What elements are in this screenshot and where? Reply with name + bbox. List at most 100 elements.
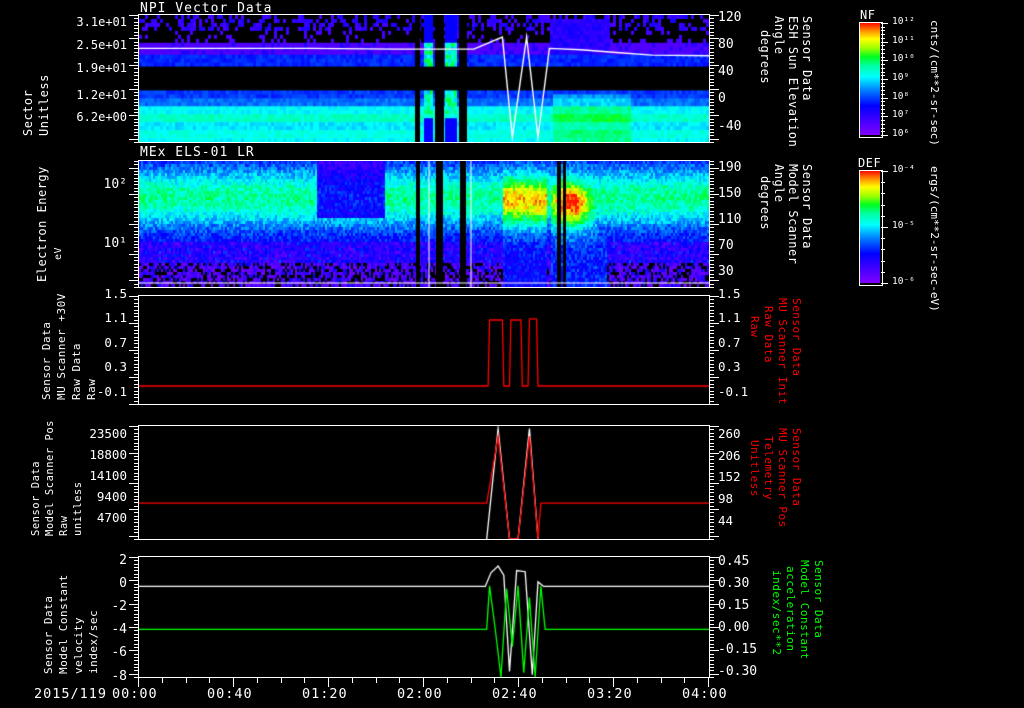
panel-3-right-ticks xyxy=(710,295,719,405)
panel-3-right-axis-title-3: Raw xyxy=(748,316,761,402)
panel-5-right-axis-title-1: Model Constant xyxy=(798,560,811,676)
colorbar-tick-label: 10¹² xyxy=(892,16,915,27)
colorbar-tick-label: 10⁻⁶ xyxy=(892,276,915,287)
axis-tick-label: 0.7 xyxy=(104,334,127,350)
panel-3-left-ticks xyxy=(129,295,138,405)
axis-tick-label: 1.1 xyxy=(718,310,741,326)
axis-tick-label: -0.1 xyxy=(718,383,749,399)
panel-5-right-axis-title-3: index/sec**2 xyxy=(770,570,783,676)
panel-els-left-axis-unit: eV xyxy=(52,190,65,260)
axis-unit-line: eV xyxy=(53,246,64,260)
colorbar-tick-label: 10⁻⁴ xyxy=(892,164,915,175)
axis-tick-label: 80 xyxy=(718,37,734,53)
axis-title-line: acceleration xyxy=(784,566,797,652)
x-tick-label: 02:40 xyxy=(492,686,538,702)
panel-4-left-axis-title-0: Sensor Data xyxy=(30,432,43,536)
panel-3-left-axis-title-2: Raw Data xyxy=(70,310,83,400)
panel-4-right-axis-title-3: Unitless xyxy=(748,440,761,538)
axis-tick-label: 1.9e+01 xyxy=(76,60,127,75)
panel-els-right-ticks xyxy=(710,160,719,288)
colorbar-tick-label: 10⁶ xyxy=(892,128,910,139)
axis-tick-label: 6.2e+00 xyxy=(76,110,127,125)
axis-unit-line: Raw xyxy=(748,316,761,338)
axis-tick-label: 0.15 xyxy=(718,597,750,613)
panel-npi-right-ticks xyxy=(710,14,719,143)
axis-tick-label: 120 xyxy=(718,9,742,25)
axis-tick-label: 0.00 xyxy=(718,619,750,635)
axis-title-line: Angle xyxy=(772,164,786,203)
axis-tick-label: 10¹ xyxy=(103,236,127,252)
panel-npi-right-axis-title-0: Sensor Data xyxy=(800,16,814,136)
axis-tick-label: 206 xyxy=(718,447,741,463)
panel-4-left-axis-title-2: Raw xyxy=(58,452,71,536)
axis-title-line: Angle xyxy=(772,16,786,55)
panel-5-right-axis-title-0: Sensor Data xyxy=(812,560,825,676)
axis-tick-label: 9400 xyxy=(96,488,127,504)
axis-tick-label: 0.3 xyxy=(104,359,127,375)
colorbar-npi-unit: cnts/(cm**2-sr-sec) xyxy=(928,20,941,146)
panel-npi-left-ticks xyxy=(129,14,138,143)
axis-title-line: Sensor Data xyxy=(800,164,814,249)
axis-tick-label: 1.5 xyxy=(104,285,127,301)
axis-title-line: Raw Data xyxy=(70,343,83,400)
axis-title-line: Model Scanner xyxy=(786,164,800,265)
colorbar-npi-ticks xyxy=(881,22,888,136)
panel-4-right-axis-title-2: Telemetry xyxy=(762,436,775,538)
axis-tick-label: 1.2e+01 xyxy=(76,87,127,102)
x-axis-labels: 00:00 00:40 01:20 02:00 02:40 03:20 04:00 xyxy=(0,686,1024,702)
axis-unit-line: degrees xyxy=(758,30,772,85)
panel-4-right-axis-title-0: Sensor Data xyxy=(790,428,803,538)
panel-els xyxy=(138,160,710,288)
panel-els-right-axis-title-3: degrees xyxy=(758,176,772,286)
panel-3-right-axis-title-0: Sensor Data xyxy=(790,298,803,402)
axis-title-line: Sensor Data xyxy=(812,560,825,639)
panel-npi-left-axis-unit: Unitless xyxy=(37,22,51,136)
x-tick-label: 04:00 xyxy=(682,686,728,702)
axis-title-line: Raw Data xyxy=(762,306,775,363)
axis-title-line: Sensor Data xyxy=(800,16,814,101)
x-axis-ticks xyxy=(138,678,710,692)
axis-tick-label: -40 xyxy=(718,118,742,134)
axis-tick-label: -0.15 xyxy=(718,642,758,658)
panel-npi-right-axis-title-3: degrees xyxy=(758,30,772,140)
colorbar-tick-label: 10⁷ xyxy=(892,109,910,121)
panel-4-left-axis-title-1: Model Scanner Pos xyxy=(44,420,57,536)
axis-tick-label: 150 xyxy=(718,186,742,202)
panel-model-scanner-pos xyxy=(138,425,710,540)
axis-title-line: Sensor Data xyxy=(42,595,55,674)
panel-5-right-axis-title-2: acceleration xyxy=(784,566,797,676)
axis-tick-label: 1.5 xyxy=(718,285,741,301)
colorbar-tick-label: 10⁻⁵ xyxy=(892,220,915,231)
axis-tick-label: 152 xyxy=(718,469,741,485)
axis-tick-label: 2.5e+01 xyxy=(76,37,127,52)
panel-5-left-axis-title-3: index/sec xyxy=(87,572,100,674)
axis-tick-label: 0.30 xyxy=(718,575,750,591)
axis-tick-label: 70 xyxy=(718,238,734,254)
axis-tick-label: 110 xyxy=(718,212,742,228)
axis-title-line: Sensor Data xyxy=(790,428,803,507)
axis-tick-label: 1.1 xyxy=(104,310,127,326)
panel-4-right-ticks xyxy=(710,425,719,540)
axis-tick-label: 0.3 xyxy=(718,359,741,375)
axis-tick-label: -8 xyxy=(111,668,127,684)
axis-tick-label: 2 xyxy=(119,553,127,569)
axis-title-line: MU Scanner +30V xyxy=(55,293,68,400)
axis-tick-label: 44 xyxy=(718,512,734,528)
x-tick-label: 00:40 xyxy=(207,686,253,702)
panel-els-left-ticks xyxy=(129,160,138,288)
axis-tick-label: 14100 xyxy=(89,467,127,483)
panel-npi-right-axis-title-2: Angle xyxy=(772,16,786,136)
panel-3-left-axis-title-3: Raw xyxy=(85,320,98,400)
panel-els-right-axis-title-2: Angle xyxy=(772,164,786,284)
panel-3-right-axis-title-1: MU Scanner Init xyxy=(776,298,789,405)
x-tick-label: 00:00 xyxy=(112,686,158,702)
axis-tick-label: -2 xyxy=(111,599,127,615)
axis-title-line: Telemetry xyxy=(762,436,775,501)
axis-tick-label: -0.30 xyxy=(718,664,758,680)
panel-4-left-ticks xyxy=(129,425,138,540)
axis-tick-label: 10² xyxy=(103,176,127,192)
axis-title-line: Model Constant xyxy=(798,560,811,660)
x-tick-label: 01:20 xyxy=(302,686,348,702)
panel-mu-scanner-30v xyxy=(138,295,710,405)
